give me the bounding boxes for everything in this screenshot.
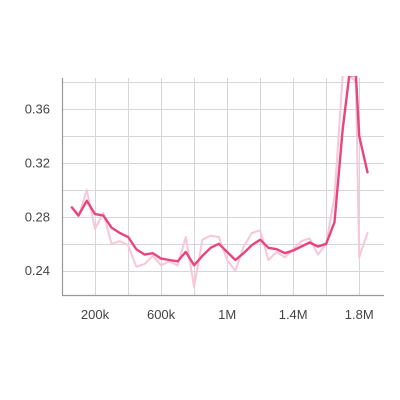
x-tick-label: 1.8M [345, 307, 374, 322]
x-tick-label: 200k [81, 307, 110, 322]
smoothed-series-line [70, 76, 369, 267]
raw-series-line [70, 76, 369, 288]
y-tick-label: 0.32 [25, 155, 50, 170]
x-tick-label: 1.4M [279, 307, 308, 322]
x-tick-label: 600k [147, 307, 176, 322]
series-layer [70, 76, 369, 288]
y-tick-label: 0.24 [25, 263, 50, 278]
tick-label-layer: 200k 600k 1M 1.4M 1.8M 0.24 0.28 0.32 0.36 [25, 102, 374, 323]
y-tick-label: 0.28 [25, 209, 50, 224]
axis-layer [61, 78, 384, 297]
y-tick-label: 0.36 [25, 102, 50, 117]
x-tick-label: 1M [218, 307, 236, 322]
